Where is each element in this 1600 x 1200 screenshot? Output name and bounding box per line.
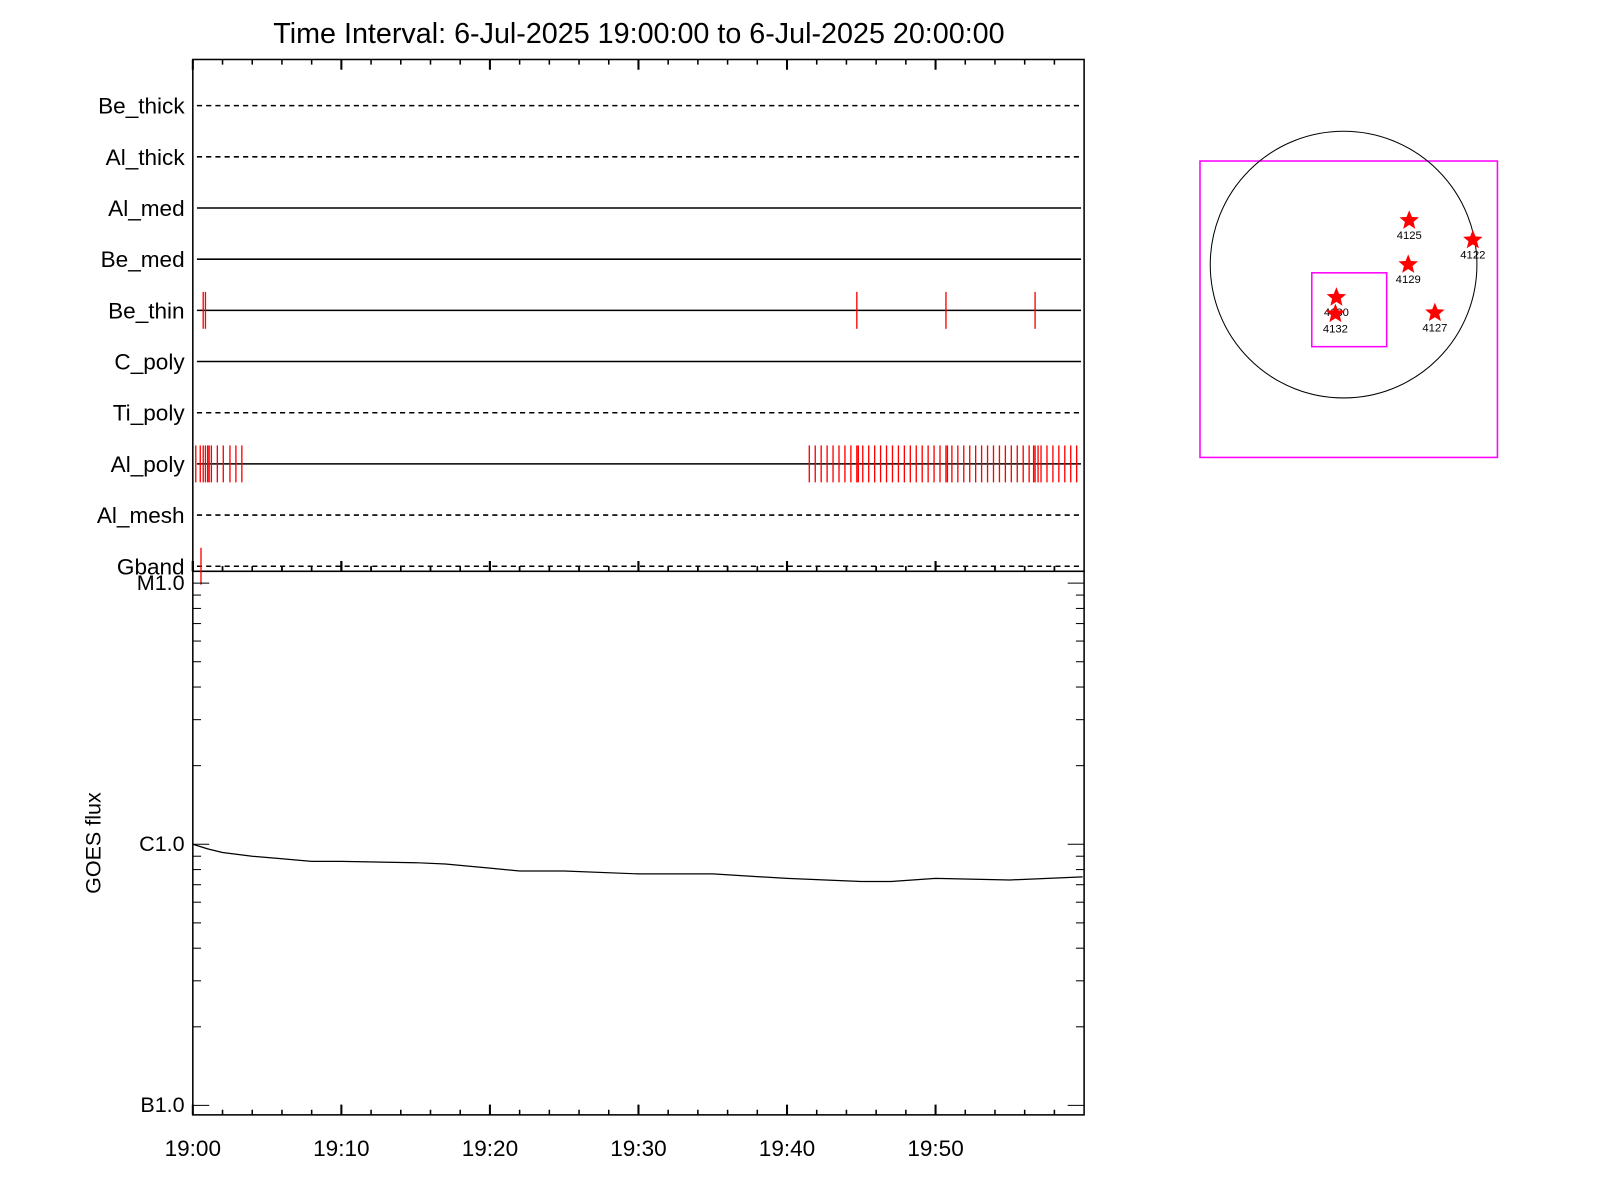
region-label: 4122	[1460, 249, 1485, 261]
region-label: 4125	[1397, 230, 1422, 242]
region: 4132	[1323, 303, 1348, 335]
region: 4129	[1396, 254, 1421, 286]
y-tick-label: C1.0	[139, 832, 184, 856]
xrt-fov-box	[1311, 272, 1388, 348]
x-tick-label: 19:10	[313, 1136, 369, 1161]
row-label: Gband	[117, 554, 185, 579]
x-tick-label: 19:00	[165, 1136, 221, 1161]
region-label: 4129	[1396, 274, 1421, 286]
region-label: 4132	[1323, 323, 1348, 335]
chart-title: Time Interval: 6-Jul-2025 19:00:00 to 6-…	[273, 18, 1004, 50]
top-panel-frame	[192, 58, 1085, 573]
y-axis-label: GOES flux	[82, 792, 106, 894]
region: 4122	[1460, 229, 1485, 261]
y-tick-label: M1.0	[137, 571, 185, 595]
region: 4127	[1422, 302, 1447, 334]
solar-limb	[1209, 130, 1478, 399]
x-tick-label: 19:50	[907, 1136, 963, 1161]
region: 4125	[1397, 210, 1422, 242]
row-label: Be_thin	[108, 298, 184, 323]
x-tick-label: 19:20	[462, 1136, 518, 1161]
row-label: Al_mesh	[97, 503, 185, 528]
bottom-panel-frame	[192, 570, 1085, 1116]
region-label: 4127	[1422, 322, 1447, 334]
goes-flux-line	[192, 843, 1083, 883]
row-label: Al_thick	[106, 145, 186, 170]
row-label: Ti_poly	[113, 401, 186, 426]
x-tick-label: 19:40	[759, 1136, 815, 1161]
y-tick-label: B1.0	[140, 1093, 184, 1117]
sun-map: 4125 4122 4129 4130 4132 4127	[1199, 130, 1499, 459]
fov-box	[1199, 160, 1499, 459]
row-label: Be_thick	[98, 94, 185, 119]
row-label: Al_poly	[111, 452, 186, 477]
row-label: C_poly	[114, 350, 185, 375]
row-label: Al_med	[108, 196, 184, 221]
x-tick-label: 19:30	[610, 1136, 666, 1161]
row-label: Be_med	[101, 247, 185, 272]
